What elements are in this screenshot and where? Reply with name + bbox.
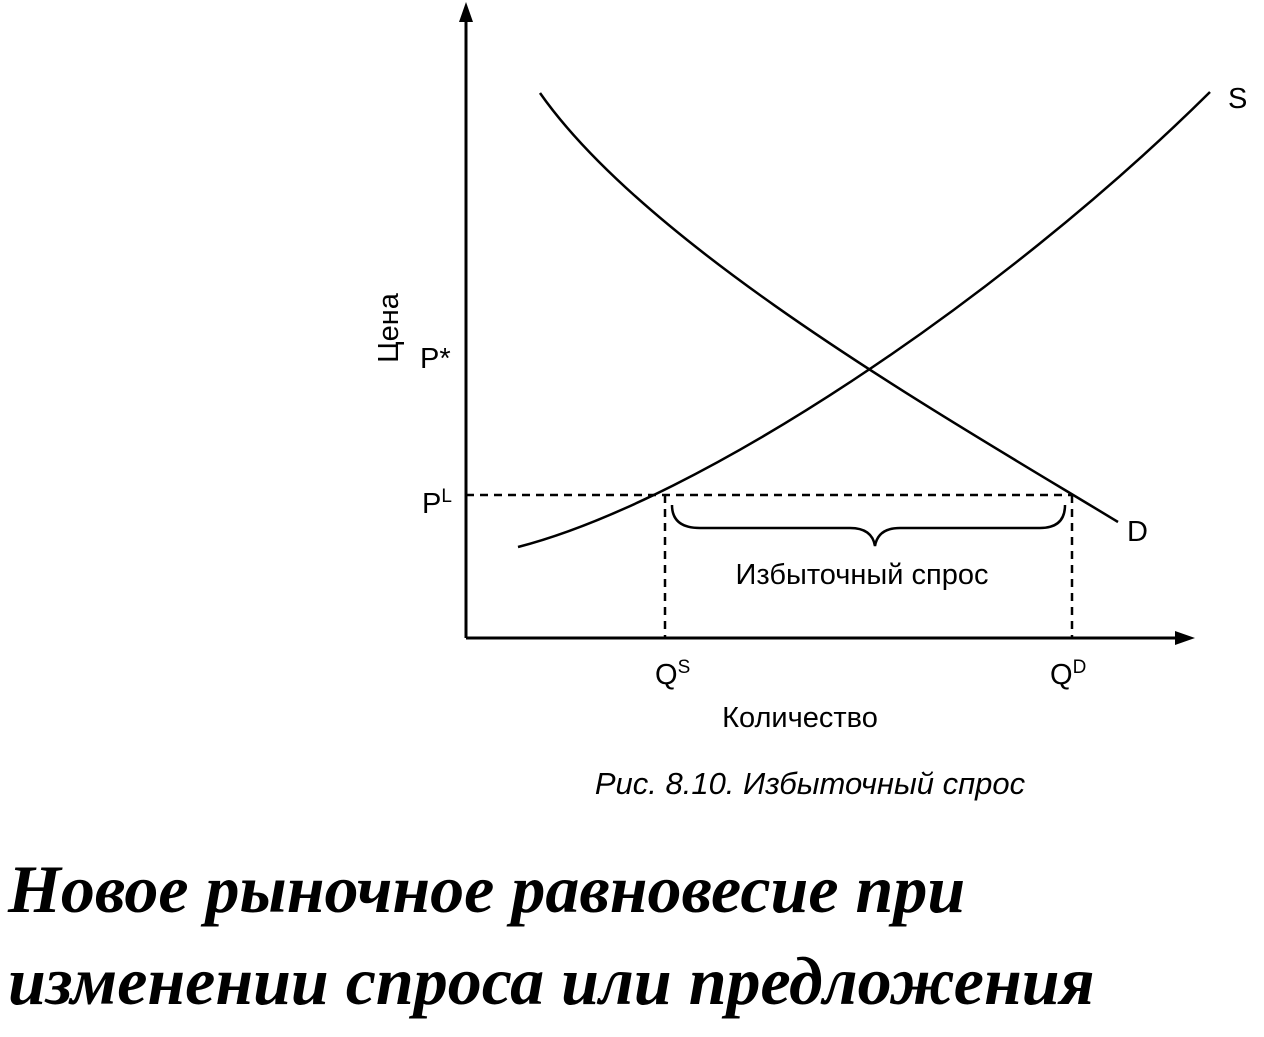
qs-main: Q: [655, 659, 678, 691]
q-supplied: QS: [655, 657, 690, 691]
qs-sup: S: [678, 657, 691, 678]
brace: [670, 504, 1067, 547]
heading-line: изменении спроса или предложения: [8, 943, 1095, 1019]
p-limit: PL: [422, 486, 452, 520]
gap-label: Избыточный спрос: [736, 559, 989, 591]
supply-label: S: [1228, 83, 1247, 115]
demand-label: D: [1127, 516, 1148, 548]
y-axis-label: Цена: [373, 292, 405, 363]
heading-line: Новое рыночное равновесие при: [7, 851, 965, 927]
caption: Рис. 8.10. Избыточный спрос: [595, 766, 1026, 801]
x-axis-arrow: [1175, 631, 1195, 645]
qd-sup: D: [1073, 657, 1087, 678]
x-axis-label: Количество: [722, 702, 878, 734]
p-limit-sup: L: [441, 486, 452, 507]
p-limit-main: P: [422, 488, 441, 520]
p-star: P*: [420, 343, 451, 375]
demand-curve: [538, 92, 1119, 524]
supply-curve: [517, 91, 1211, 549]
qd-main: Q: [1050, 659, 1073, 691]
y-axis-arrow: [459, 2, 473, 22]
q-demanded: QD: [1050, 657, 1086, 691]
